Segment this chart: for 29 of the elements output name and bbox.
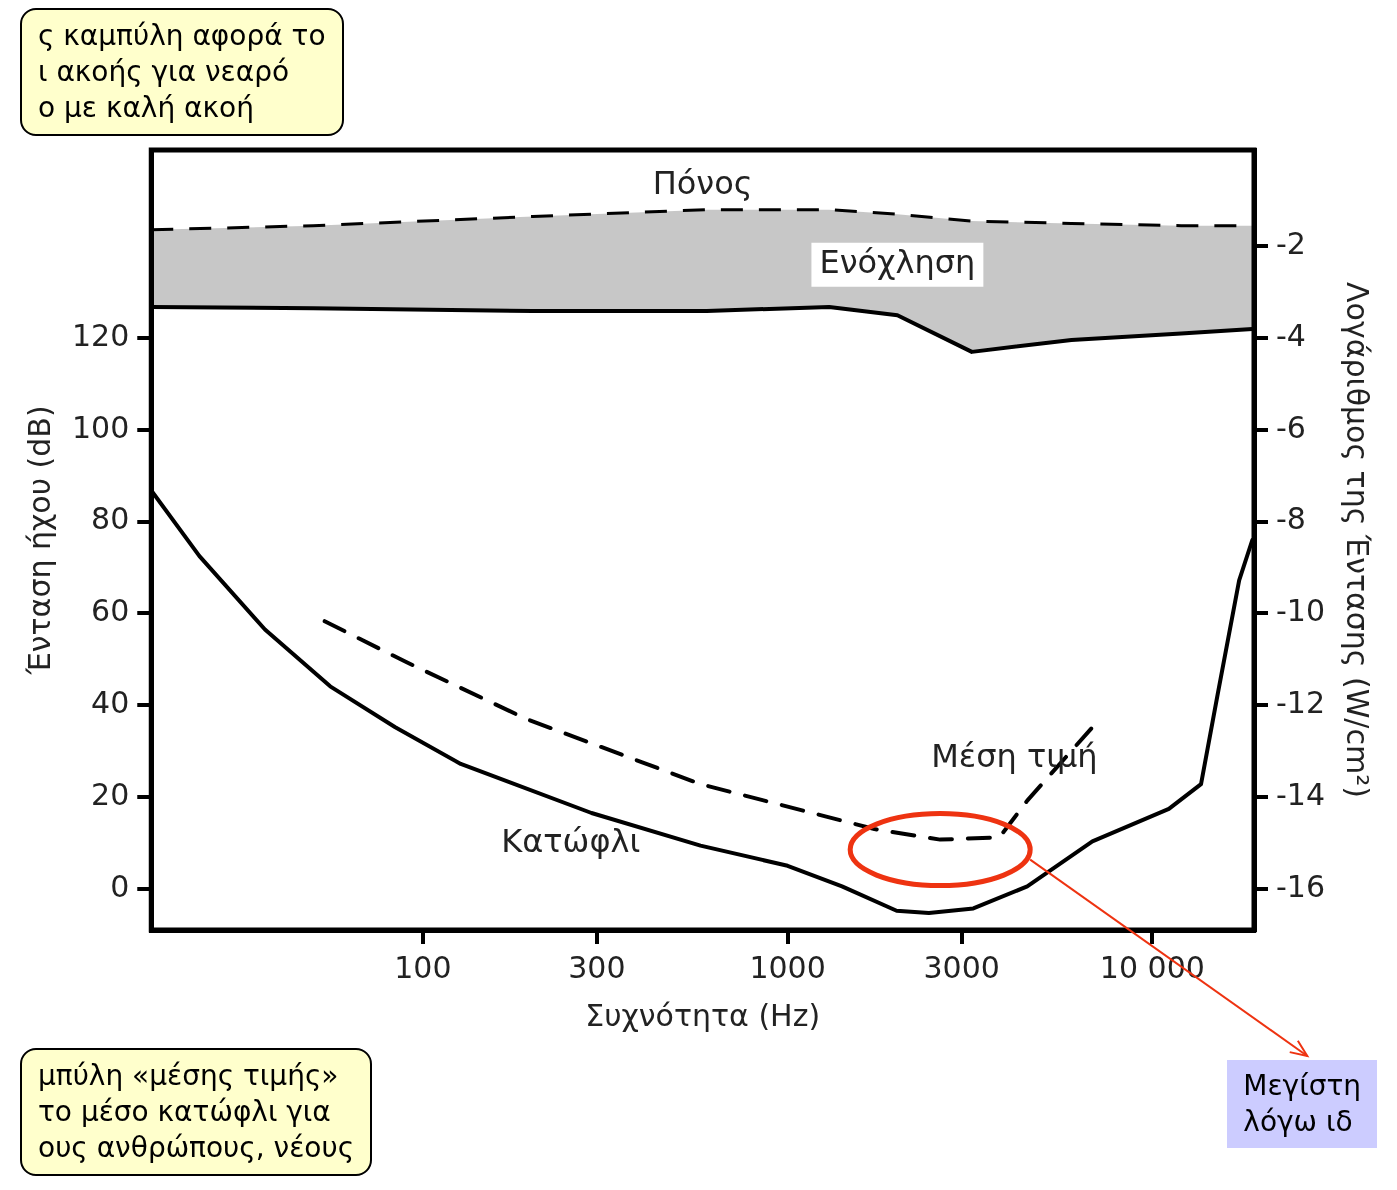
y2-axis-title: Λογάριθμος της Έντασης (W/cm²) (1340, 282, 1376, 798)
series-label: Μέση τιμή (931, 737, 1098, 776)
series-label: Ενόχληση (819, 243, 976, 282)
y-axis-title: Ένταση ήχου (dB) (21, 405, 57, 676)
y-tick-label: 100 (72, 409, 130, 445)
y2-tick-label: -16 (1276, 868, 1325, 904)
text: Μεγίστη λόγω ιδ (1227, 1060, 1377, 1148)
text: μπύλη «μέσης τιμής» το μέσο κατώφλι για ους ανθρώπους, νέους (20, 1048, 373, 1176)
x-axis-title: Συχνότητα (Hz) (585, 997, 821, 1033)
y2-tick-label: -6 (1276, 409, 1306, 445)
annotation: Πόνος (652, 164, 753, 203)
y2-tick-label: -8 (1276, 501, 1306, 537)
y-tick-label: 80 (91, 501, 130, 537)
series-label: Κατώφλι (501, 822, 641, 861)
x-tick-label: 1000 (749, 949, 826, 985)
x-tick-label: 100 (394, 949, 452, 985)
y2-tick-label: -4 (1276, 317, 1306, 353)
y-tick-label: 120 (72, 317, 130, 353)
x-tick-label: 300 (568, 949, 626, 985)
y2-tick-label: -12 (1276, 684, 1325, 720)
y-tick-label: 0 (110, 868, 130, 904)
y2-tick-label: -2 (1276, 226, 1306, 262)
y2-tick-label: -10 (1276, 593, 1325, 629)
y-tick-label: 20 (91, 776, 130, 812)
text: ς καμπύλη αφορά το ι ακοής για νεαρό ο με καλή ακοή (20, 8, 344, 136)
x-tick-label: 3000 (923, 949, 1000, 985)
y-tick-label: 60 (91, 593, 130, 629)
y2-tick-label: -14 (1276, 776, 1325, 812)
y-tick-label: 40 (91, 684, 130, 720)
